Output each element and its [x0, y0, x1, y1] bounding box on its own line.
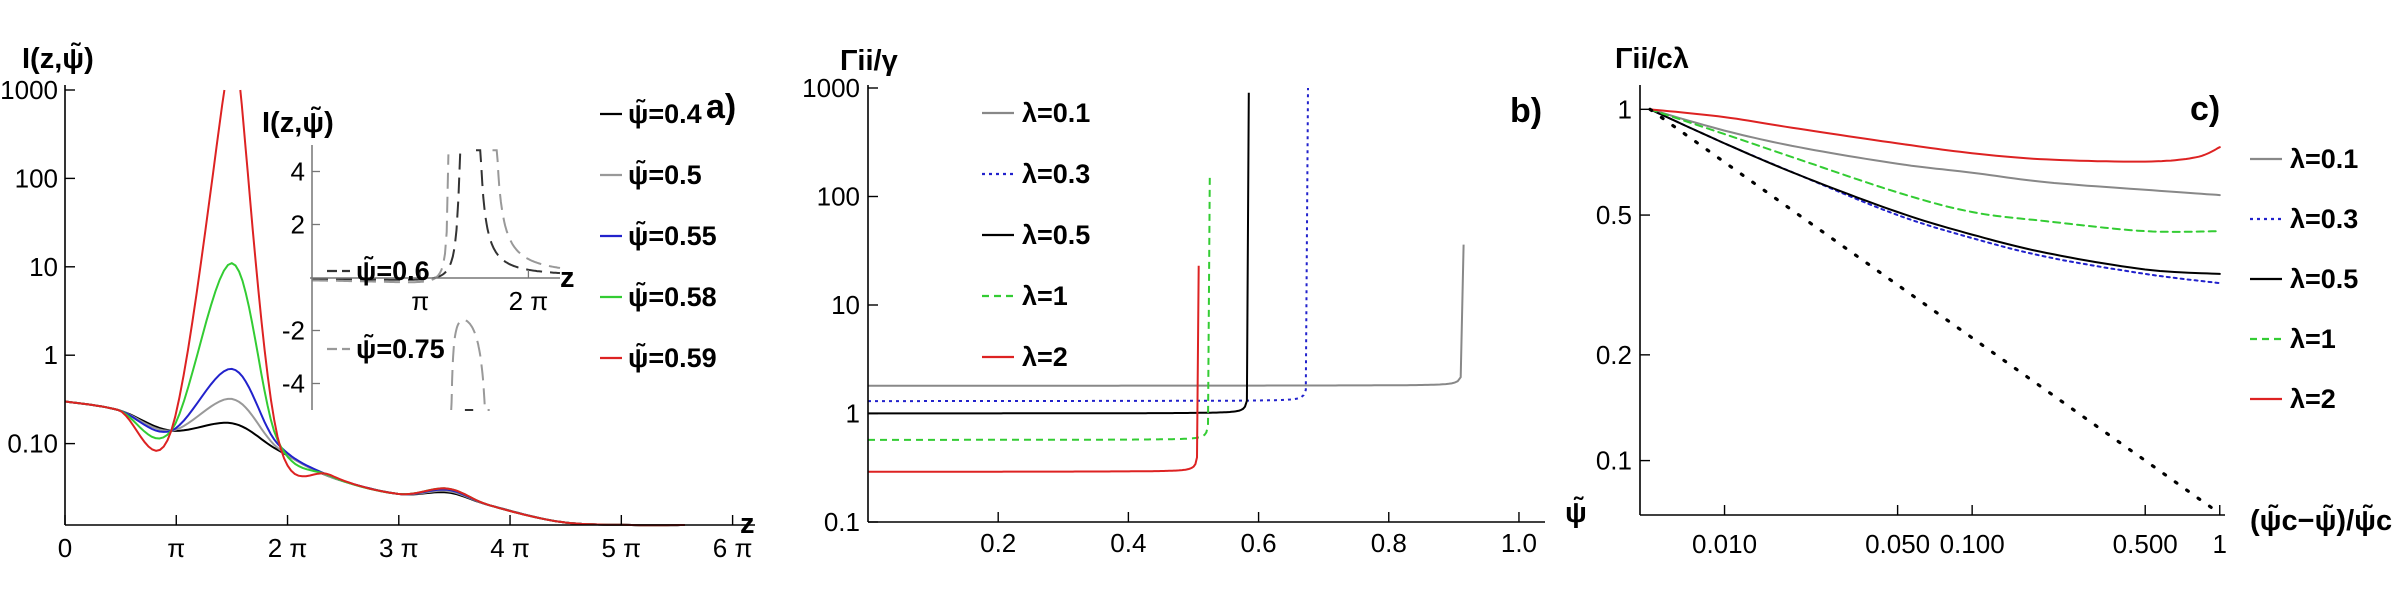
- panel-c-legend: λ=0.1 λ=0.3 λ=0.5 λ=1 λ=2: [2250, 144, 2358, 414]
- panel-c-legend-label: λ=0.5: [2290, 264, 2358, 294]
- panel-b-y-label: Γii/γ: [840, 45, 899, 77]
- panel-a-series-line: [64, 89, 226, 452]
- panel-c-x-tick-label: 0.050: [1865, 529, 1930, 559]
- panel-c-x-tick-label: 0.100: [1940, 529, 2005, 559]
- panel-b-y-tick-label: 1: [846, 399, 860, 429]
- panel-a-y-tick-label: 100: [15, 163, 58, 193]
- inset-y-tick-label: 4: [291, 157, 305, 187]
- panel-a-legend-label: ψ̃=0.59: [628, 342, 717, 373]
- panel-a-x-label: z: [740, 508, 755, 540]
- panel-b-x-label: ψ̃: [1565, 495, 1587, 529]
- panel-a-x-tick-label: 3 π: [379, 533, 419, 563]
- panel-b-series-line: [868, 87, 1309, 403]
- panel-b-legend: λ=0.1 λ=0.3 λ=0.5 λ=1 λ=2: [982, 98, 1090, 372]
- panel-b-series-line: [868, 174, 1211, 441]
- panel-a-series-line: [64, 397, 685, 527]
- panel-a-legend: ψ̃=0.4 ψ̃=0.5 ψ̃=0.55 ψ̃=0.58 ψ̃=0.59: [600, 98, 717, 373]
- panel-b-y-tick-label: 10: [831, 290, 860, 320]
- panel-b-x-tick-label: 0.6: [1240, 528, 1276, 558]
- panel-a-legend-label: ψ̃=0.4: [628, 98, 702, 129]
- panel-b-legend-label: λ=0.1: [1022, 98, 1090, 128]
- panel-c-legend-label: λ=0.3: [2290, 204, 2358, 234]
- panel-c-series-line: [1649, 108, 2221, 275]
- panel-a-x-tick-label: 2 π: [268, 533, 308, 563]
- inset-y-label: I(z,ψ̃): [262, 105, 334, 139]
- panel-a-x-tick-label: 4 π: [490, 533, 530, 563]
- inset-series-line: [492, 149, 561, 269]
- inset-legend-label: ψ̃=0.6: [356, 255, 430, 286]
- inset-y-tick-label: -2: [282, 316, 305, 346]
- panel-c-series-line: [1649, 108, 2221, 233]
- panel-b-y-tick-label: 0.1: [824, 507, 860, 537]
- panel-c-series-line: [1649, 108, 2221, 197]
- panel-a-legend-label: ψ̃=0.55: [628, 220, 717, 251]
- panel-c: 0.010 0.050 0.100 0.500 1 0.1 0.2 0.5 1 Γii/cλ (…: [1596, 43, 2392, 559]
- panel-b-x-tick-label: 0.8: [1371, 528, 1407, 558]
- inset-y-tick-label: 2: [291, 210, 305, 240]
- panel-a-y-tick-label: 0.10: [7, 429, 58, 459]
- panel-a-series-line: [64, 367, 685, 527]
- panel-b-series-line: [868, 92, 1250, 415]
- panel-c-x-tick-label: 0.010: [1692, 529, 1757, 559]
- panel-c-y-tick-label: 0.2: [1596, 340, 1632, 370]
- panel-a-y-tick-label: 10: [29, 252, 58, 282]
- panel-a-x-tick-label: 6 π: [713, 533, 753, 563]
- panel-b: 0.2 0.4 0.6 0.8 1.0 0.1 1 10 100 1000 Γii/γ ψ̃ b)…: [802, 45, 1587, 558]
- panel-c-x-label: (ψ̃c−ψ̃)/ψ̃c: [2250, 503, 2392, 537]
- panel-b-x-tick-label: 0.4: [1110, 528, 1146, 558]
- inset-series-line: [450, 318, 490, 411]
- panel-a-y-tick-label: 1000: [0, 75, 58, 105]
- panel-c-reference-line: [1648, 107, 2222, 516]
- panel-a-inset: π 2 π 4 2 -2 -4 I(z,ψ̃) z ψ̃=0.6 ψ̃=0.75: [262, 105, 575, 411]
- inset-legend-label: ψ̃=0.75: [356, 333, 445, 364]
- panel-b-x-tick-label: 1.0: [1501, 528, 1537, 558]
- panel-a-legend-label: ψ̃=0.5: [628, 159, 702, 190]
- panel-b-legend-label: λ=0.5: [1022, 220, 1090, 250]
- panel-c-legend-label: λ=1: [2290, 324, 2336, 354]
- inset-x-tick-label: π: [411, 286, 429, 316]
- panel-c-legend-label: λ=0.1: [2290, 144, 2358, 174]
- panel-c-y-label: Γii/cλ: [1615, 43, 1689, 75]
- inset-y-tick-label: -4: [282, 369, 305, 399]
- inset-legend: ψ̃=0.6 ψ̃=0.75: [327, 255, 445, 364]
- panel-a-x-tick-label: 5 π: [602, 533, 642, 563]
- inset-x-tick-label: 2 π: [509, 286, 549, 316]
- panel-b-y-tick-label: 100: [817, 182, 860, 212]
- panel-c-x-tick-label: 1: [2213, 529, 2227, 559]
- panel-c-tag: c): [2190, 90, 2220, 128]
- panel-c-legend-label: λ=2: [2290, 384, 2336, 414]
- panel-a-x-tick-label: 0: [58, 533, 72, 563]
- panel-a-legend-label: ψ̃=0.58: [628, 281, 717, 312]
- panel-b-tag: b): [1510, 92, 1542, 130]
- panel-a-series-line: [64, 261, 685, 527]
- panel-b-y-tick-label: 1000: [802, 73, 860, 103]
- inset-series-line: [476, 149, 561, 275]
- panel-a-series-line: [239, 89, 685, 527]
- panel-b-series-line: [868, 244, 1465, 387]
- panel-c-y-tick-label: 0.5: [1596, 200, 1632, 230]
- panel-a-tag: a): [706, 88, 736, 126]
- panel-c-series-line: [1649, 108, 2221, 163]
- panel-b-x-tick-label: 0.2: [980, 528, 1016, 558]
- panel-b-legend-label: λ=2: [1022, 342, 1068, 372]
- panel-a-y-tick-label: 1: [44, 340, 58, 370]
- panel-c-x-tick-label: 0.500: [2113, 529, 2178, 559]
- panel-a-x-tick-label: π: [167, 533, 185, 563]
- panel-a-y-label: I(z,ψ̃): [22, 41, 94, 75]
- panel-c-y-tick-label: 0.1: [1596, 446, 1632, 476]
- panel-b-legend-label: λ=0.3: [1022, 159, 1090, 189]
- panel-a-series-line: [64, 400, 685, 527]
- panel-b-legend-label: λ=1: [1022, 281, 1068, 311]
- inset-x-label: z: [560, 262, 575, 294]
- panel-c-y-tick-label: 1: [1618, 94, 1632, 124]
- panel-b-series-line: [868, 265, 1200, 473]
- panel-c-series-line: [1649, 108, 2221, 285]
